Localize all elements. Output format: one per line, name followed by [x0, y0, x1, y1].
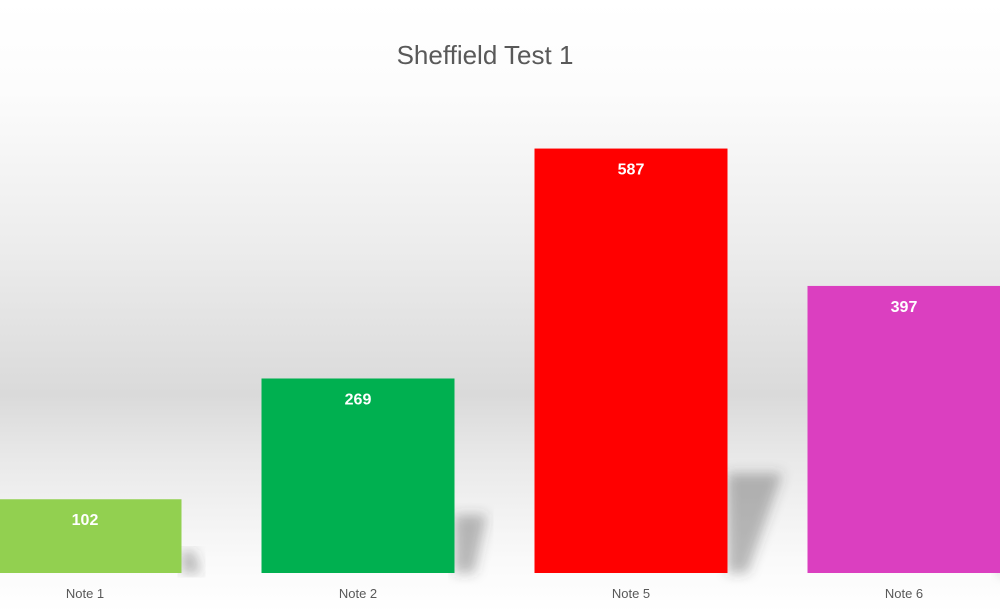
data-label: 587: [618, 162, 645, 179]
category-tick-label: Note 6: [885, 586, 923, 601]
bar-shadow: [727, 473, 783, 573]
bar-note-2: [261, 378, 455, 573]
category-axis: Note 1 Note 2 Note 5 Note 6: [66, 586, 923, 601]
bar-note-5: [534, 148, 728, 574]
bars: [0, 148, 1000, 574]
data-label: 102: [72, 512, 99, 529]
bar-shadows: [181, 473, 783, 573]
chart-title: Sheffield Test 1: [396, 40, 574, 70]
bar-shadow: [181, 550, 202, 573]
category-tick-label: Note 5: [612, 586, 650, 601]
bar-note-6: [807, 285, 1000, 573]
data-label: 397: [891, 299, 918, 316]
category-tick-label: Note 2: [339, 586, 377, 601]
bar-shadow: [454, 514, 487, 573]
data-label: 269: [345, 391, 372, 408]
bar-note-1: [0, 499, 182, 573]
data-labels: 102 269 587 397: [72, 162, 918, 530]
category-tick-label: Note 1: [66, 586, 104, 601]
